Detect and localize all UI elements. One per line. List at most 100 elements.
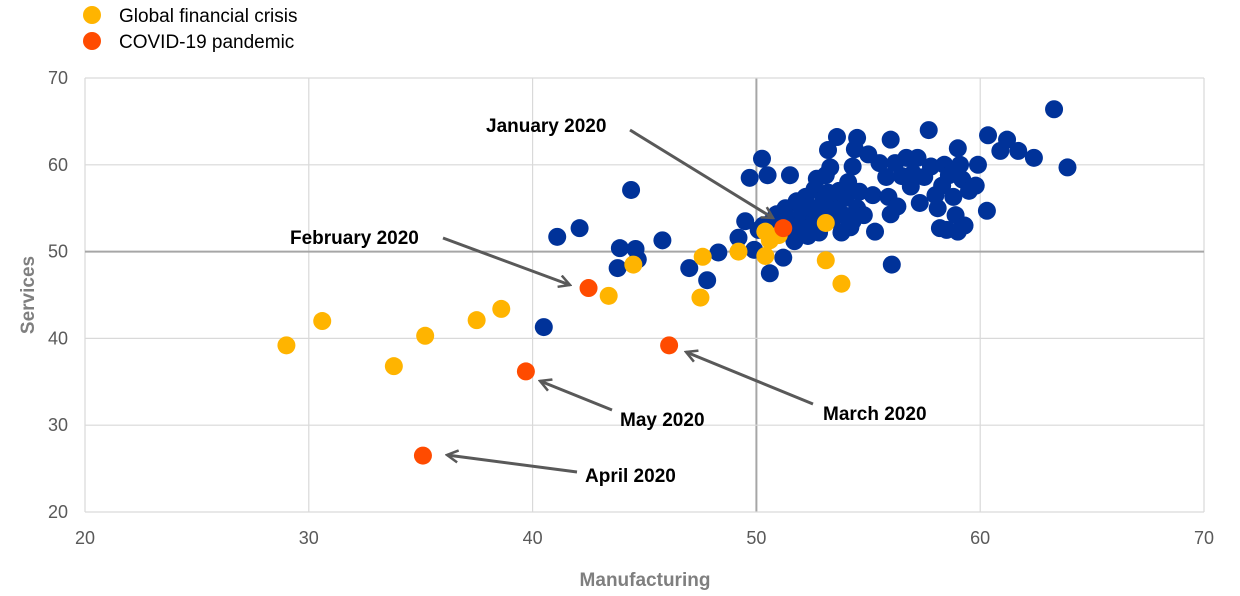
y-tick-label: 70 bbox=[48, 68, 68, 88]
y-tick-label: 20 bbox=[48, 502, 68, 522]
annotation-arrow-apr bbox=[447, 455, 578, 474]
point-other bbox=[736, 212, 755, 231]
point-gfc bbox=[416, 326, 435, 345]
point-other bbox=[877, 167, 896, 186]
point-other bbox=[653, 231, 672, 250]
point-covid bbox=[774, 219, 793, 238]
point-other bbox=[819, 141, 838, 160]
y-axis-title: Services bbox=[18, 256, 39, 334]
point-other bbox=[843, 212, 862, 231]
point-other bbox=[752, 149, 771, 168]
point-gfc bbox=[691, 288, 710, 307]
point-covid bbox=[516, 362, 535, 381]
point-covid bbox=[413, 446, 432, 465]
annotation-apr: April 2020 bbox=[585, 466, 676, 487]
point-other bbox=[968, 155, 987, 174]
point-other bbox=[944, 187, 963, 206]
point-gfc bbox=[467, 311, 486, 330]
point-gfc bbox=[313, 312, 332, 331]
point-other bbox=[948, 139, 967, 158]
point-other bbox=[827, 128, 846, 147]
point-other bbox=[534, 318, 553, 337]
point-gfc bbox=[693, 247, 712, 266]
x-tick-label: 70 bbox=[1194, 528, 1214, 548]
point-other bbox=[919, 121, 938, 140]
x-tick-label: 30 bbox=[299, 528, 319, 548]
annotation-arrow-may bbox=[540, 381, 613, 412]
point-other bbox=[870, 154, 889, 173]
legend-label-gfc: Global financial crisis bbox=[119, 6, 297, 27]
point-other bbox=[908, 148, 927, 167]
point-other bbox=[910, 193, 929, 212]
point-gfc bbox=[384, 357, 403, 376]
point-covid bbox=[660, 336, 679, 355]
legend: Global financial crisis COVID-19 pandemi… bbox=[83, 6, 297, 53]
annotations bbox=[442, 128, 814, 474]
point-gfc bbox=[277, 336, 296, 355]
point-other bbox=[866, 222, 885, 241]
point-other bbox=[774, 248, 793, 267]
point-other bbox=[548, 227, 567, 246]
point-other bbox=[843, 157, 862, 176]
point-other bbox=[780, 166, 799, 185]
x-axis-title: Manufacturing bbox=[580, 570, 711, 591]
y-tick-label: 30 bbox=[48, 415, 68, 435]
point-gfc bbox=[756, 246, 775, 265]
point-other bbox=[1009, 141, 1028, 160]
point-other bbox=[951, 155, 970, 174]
point-other bbox=[608, 259, 627, 278]
point-other bbox=[863, 186, 882, 205]
x-tick-label: 40 bbox=[523, 528, 543, 548]
point-gfc bbox=[832, 274, 851, 293]
point-other bbox=[848, 128, 867, 147]
y-tick-label: 60 bbox=[48, 155, 68, 175]
point-gfc bbox=[816, 213, 835, 232]
point-other bbox=[998, 130, 1017, 149]
point-other bbox=[882, 255, 901, 274]
annotation-arrow-feb bbox=[442, 236, 570, 285]
annotation-jan: January 2020 bbox=[486, 116, 606, 137]
point-other bbox=[827, 200, 846, 219]
point-other bbox=[570, 219, 589, 238]
y-tick-label: 40 bbox=[48, 328, 68, 348]
point-other bbox=[758, 166, 777, 185]
point-gfc bbox=[816, 251, 835, 270]
tick-labels: 20 30 40 50 60 70 20 30 40 50 60 70 bbox=[48, 68, 1214, 548]
annotation-may: May 2020 bbox=[620, 410, 705, 431]
point-covid bbox=[579, 279, 598, 298]
point-other bbox=[928, 199, 947, 218]
point-other bbox=[966, 176, 985, 195]
annotation-arrow-mar bbox=[686, 352, 814, 406]
point-other bbox=[979, 126, 998, 145]
point-gfc bbox=[492, 299, 511, 318]
point-other bbox=[729, 228, 748, 247]
x-tick-label: 20 bbox=[75, 528, 95, 548]
legend-label-covid: COVID-19 pandemic bbox=[119, 32, 294, 53]
point-other bbox=[821, 158, 840, 177]
point-other bbox=[977, 201, 996, 220]
point-other bbox=[760, 264, 779, 283]
point-other bbox=[740, 168, 759, 187]
x-tick-label: 60 bbox=[970, 528, 990, 548]
gridlines bbox=[84, 77, 1205, 513]
point-other bbox=[819, 183, 838, 202]
point-other bbox=[610, 239, 629, 258]
x-tick-label: 50 bbox=[746, 528, 766, 548]
point-gfc bbox=[729, 242, 748, 261]
legend-marker-covid bbox=[83, 32, 101, 50]
point-other bbox=[622, 180, 641, 199]
point-other bbox=[921, 157, 940, 176]
point-gfc bbox=[599, 286, 618, 305]
point-other bbox=[680, 259, 699, 278]
point-other bbox=[881, 130, 900, 149]
point-other bbox=[888, 197, 907, 216]
point-other bbox=[955, 216, 974, 235]
point-other bbox=[1045, 100, 1064, 119]
point-other bbox=[1024, 148, 1043, 167]
point-other bbox=[698, 271, 717, 290]
annotation-arrow-jan bbox=[629, 128, 773, 218]
point-other bbox=[1058, 158, 1077, 177]
y-tick-label: 50 bbox=[48, 242, 68, 262]
point-gfc bbox=[624, 255, 643, 274]
